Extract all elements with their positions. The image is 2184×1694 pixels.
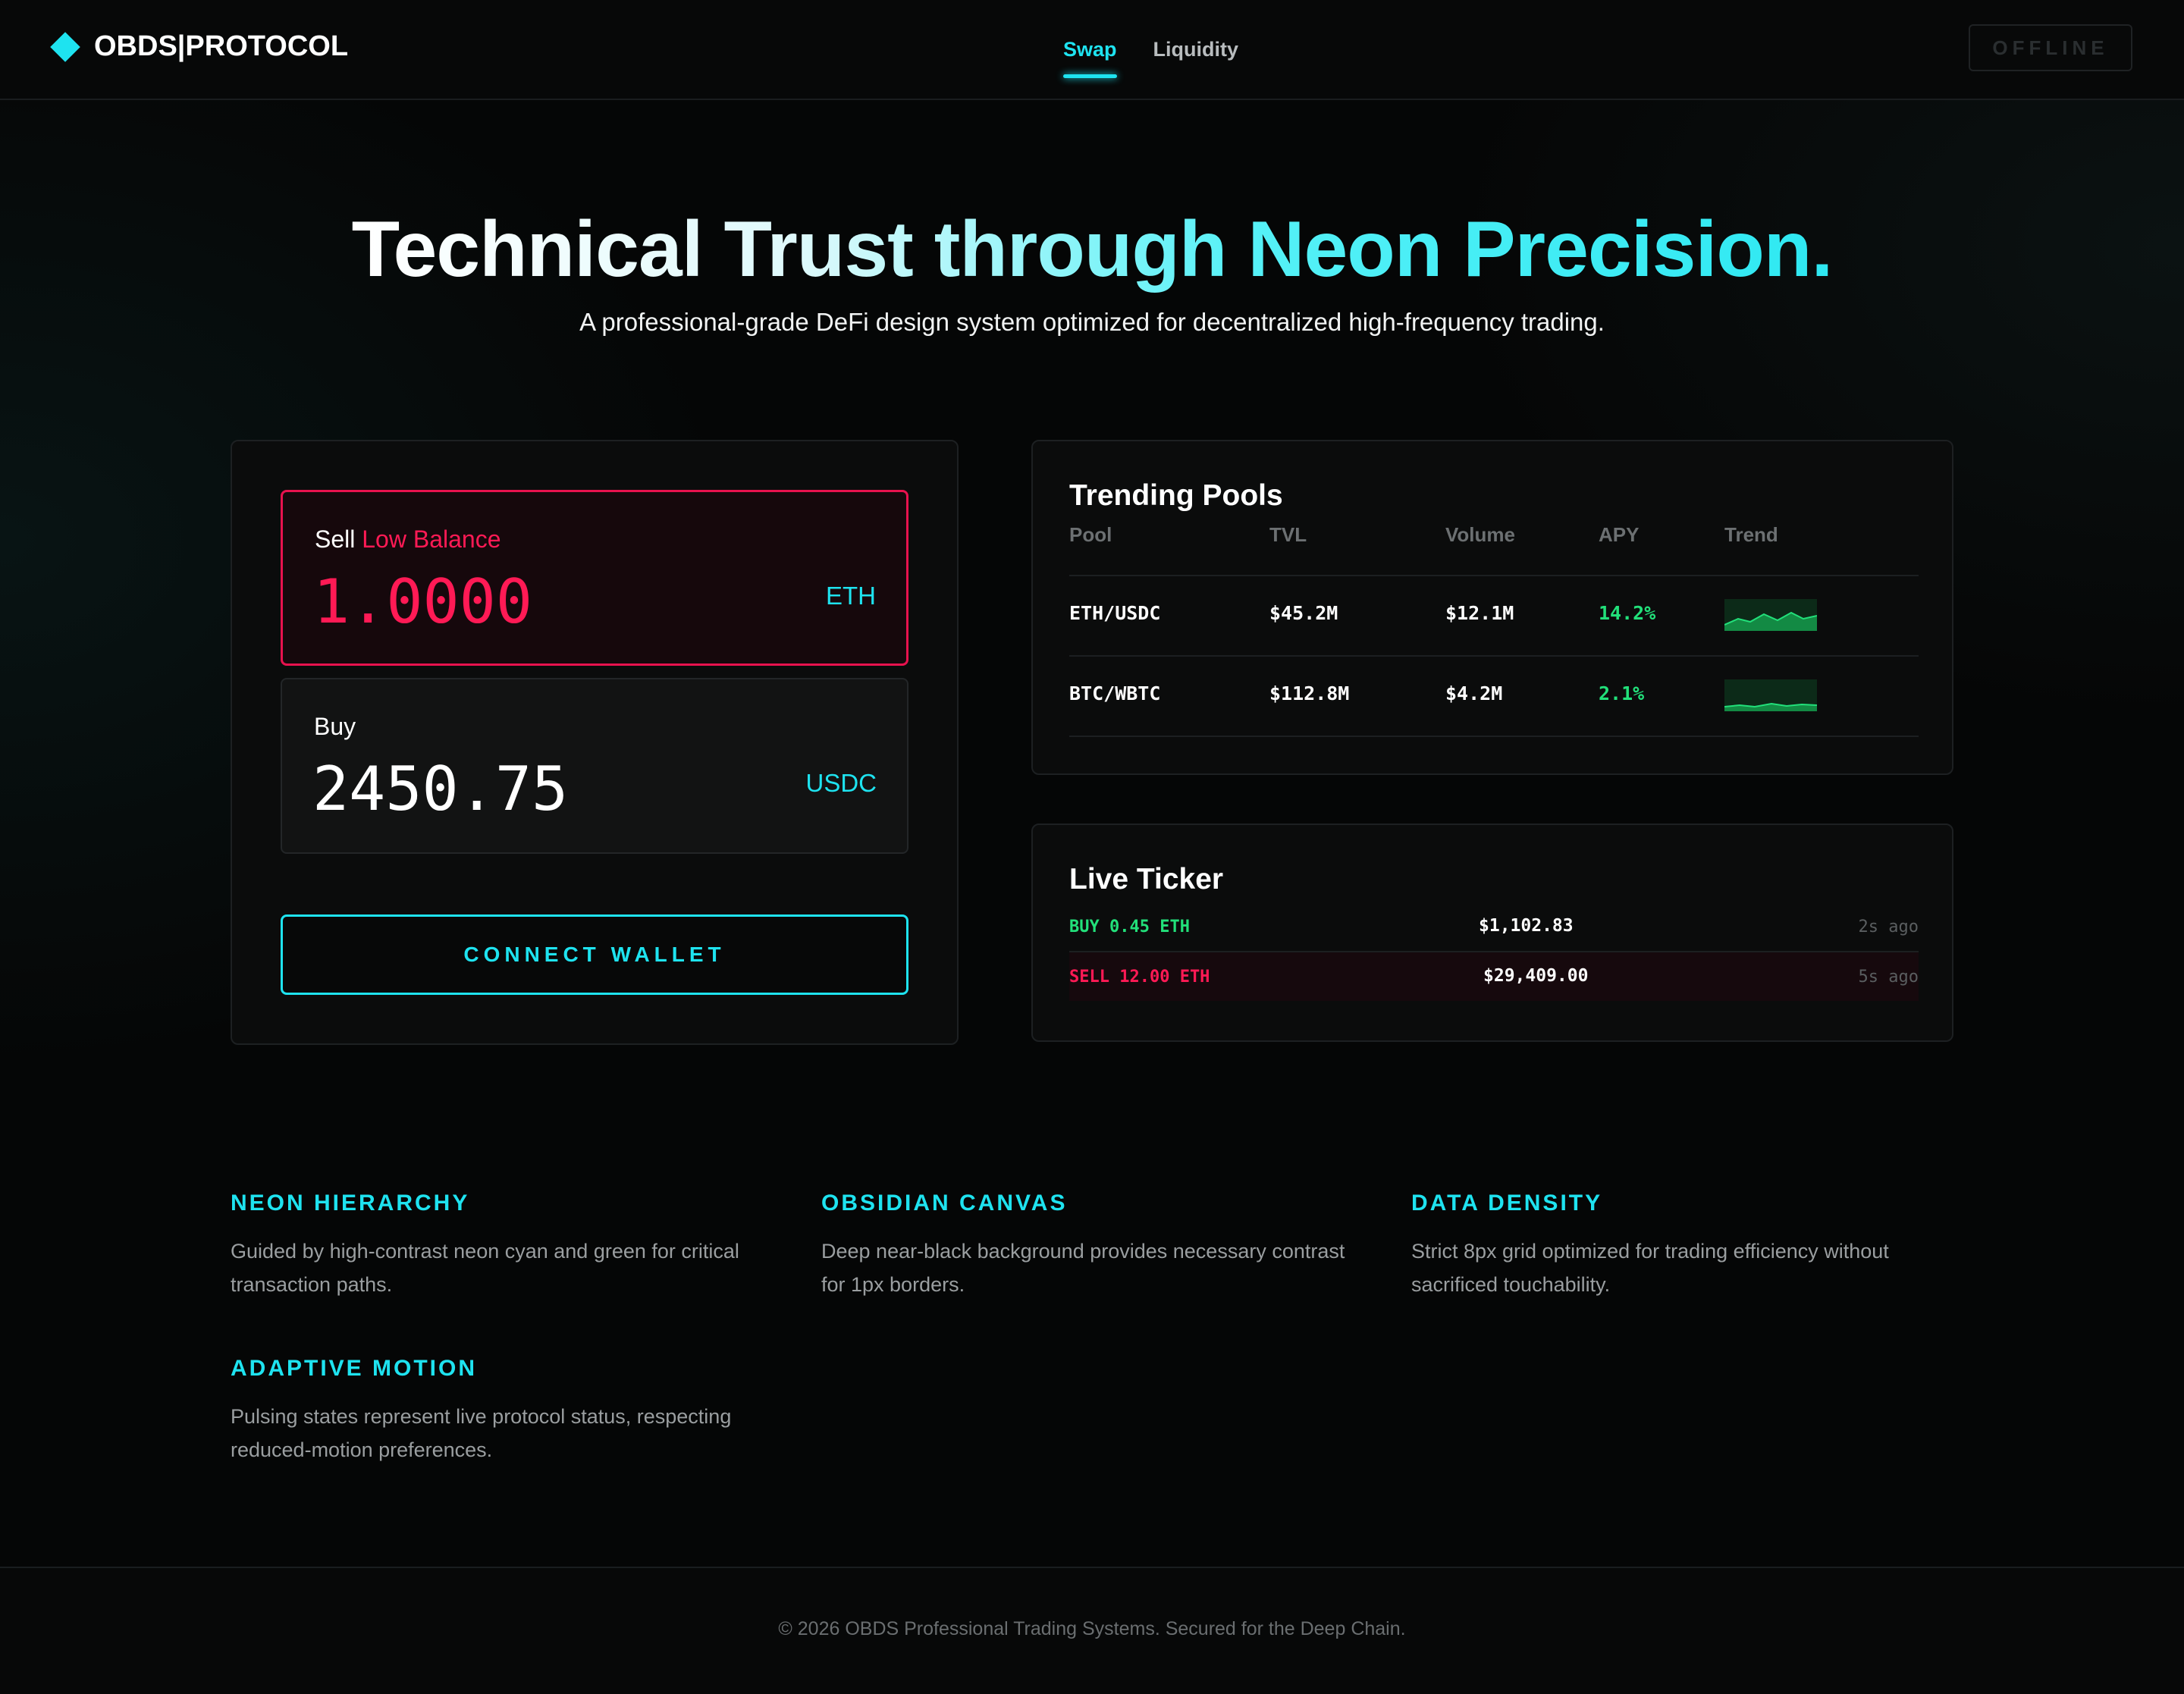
buy-token-selector[interactable]: USDC <box>805 769 877 797</box>
trending-pools-card: Trending Pools Pool TVL Volume APY Trend… <box>1031 440 1953 775</box>
logo[interactable]: OBDS|PROTOCOL <box>49 30 348 63</box>
feature-desc: Deep near-black background provides nece… <box>821 1240 1345 1296</box>
live-ticker-title: Live Ticker <box>1069 863 1224 896</box>
sell-label: Sell Low Balance <box>315 525 500 554</box>
swap-card: Sell Low Balance 1.0000 ETH Buy 2450.75 … <box>231 440 959 1045</box>
top-navbar: OBDS|PROTOCOL Swap Liquidity OFFLINE <box>0 0 2184 100</box>
pool-name: ETH/USDC <box>1069 602 1161 624</box>
ticker-side: BUY 0.45 ETH <box>1069 918 1190 936</box>
pool-volume: $12.1M <box>1445 602 1514 624</box>
status-button[interactable]: OFFLINE <box>1969 24 2132 71</box>
pool-tvl: $112.8M <box>1269 682 1350 704</box>
trend-sparkline <box>1724 599 1817 631</box>
feature-desc: Guided by high-contrast neon cyan and gr… <box>231 1240 739 1296</box>
pool-volume: $4.2M <box>1445 682 1503 704</box>
col-header-volume: Volume <box>1445 523 1515 546</box>
buy-amount-input[interactable]: 2450.75 <box>312 754 569 824</box>
col-header-trend: Trend <box>1724 523 1778 546</box>
buy-field[interactable]: Buy 2450.75 USDC <box>281 678 908 854</box>
pool-apy: 2.1% <box>1599 682 1645 704</box>
sell-field[interactable]: Sell Low Balance 1.0000 ETH <box>281 490 908 666</box>
ticker-item: BUY 0.45 ETH $1,102.83 2s ago <box>1069 902 1919 952</box>
hero-title-text: Technical Trust through Neon Precision. <box>351 205 1834 293</box>
ticker-item: SELL 12.00 ETH $29,409.00 5s ago <box>1069 952 1919 1001</box>
nav-tab-swap[interactable]: Swap <box>1063 38 1117 78</box>
live-ticker-card: Live Ticker BUY 0.45 ETH $1,102.83 2s ag… <box>1031 823 1953 1042</box>
ticker-time: 5s ago <box>1858 968 1919 987</box>
sell-label-text: Sell <box>315 525 356 553</box>
table-row[interactable]: ETH/USDC $45.2M $12.1M 14.2% <box>1069 575 1919 655</box>
diamond-icon <box>50 31 80 62</box>
feature-neon-hierarchy: NEON HIERARCHY Guided by high-contrast n… <box>231 1191 777 1301</box>
sell-amount-input[interactable]: 1.0000 <box>313 566 532 637</box>
connect-wallet-button[interactable]: CONNECT WALLET <box>281 914 908 995</box>
feature-title: NEON HIERARCHY <box>231 1191 470 1216</box>
ticker-time: 2s ago <box>1858 918 1919 936</box>
feature-title: ADAPTIVE MOTION <box>231 1356 478 1381</box>
low-balance-warning: Low Balance <box>362 525 501 553</box>
feature-obsidian-canvas: OBSIDIAN CANVAS Deep near-black backgrou… <box>821 1191 1367 1301</box>
ticker-price: $29,409.00 <box>1483 966 1589 986</box>
buy-label: Buy <box>314 713 356 740</box>
feature-data-density: DATA DENSITY Strict 8px grid optimized f… <box>1411 1191 1957 1301</box>
col-header-pool: Pool <box>1069 523 1112 546</box>
feature-title: OBSIDIAN CANVAS <box>821 1191 1068 1216</box>
col-header-apy: APY <box>1599 523 1640 546</box>
ticker-side: SELL 12.00 ETH <box>1069 968 1210 987</box>
feature-desc: Strict 8px grid optimized for trading ef… <box>1411 1240 1889 1296</box>
footer: © 2026 OBDS Professional Trading Systems… <box>0 1567 2184 1694</box>
pool-name: BTC/WBTC <box>1069 682 1161 704</box>
trend-sparkline <box>1724 679 1817 711</box>
footer-copyright: © 2026 OBDS Professional Trading Systems… <box>778 1618 1406 1639</box>
feature-title: DATA DENSITY <box>1411 1191 1603 1216</box>
pool-tvl: $45.2M <box>1269 602 1338 624</box>
feature-adaptive-motion: ADAPTIVE MOTION Pulsing states represent… <box>231 1356 777 1467</box>
nav-tab-liquidity[interactable]: Liquidity <box>1153 38 1239 61</box>
hero-title: Technical Trust through Neon Precision. <box>0 205 2184 295</box>
ticker-price: $1,102.83 <box>1479 916 1574 936</box>
col-header-tvl: TVL <box>1269 523 1307 546</box>
trending-pools-title: Trending Pools <box>1069 479 1283 512</box>
hero-subtitle: A professional-grade DeFi design system … <box>579 308 1605 336</box>
logo-text: OBDS|PROTOCOL <box>94 30 349 62</box>
pool-apy: 14.2% <box>1599 602 1656 624</box>
main-nav: Swap Liquidity <box>1063 38 1275 78</box>
table-row[interactable]: BTC/WBTC $112.8M $4.2M 2.1% <box>1069 655 1919 737</box>
feature-desc: Pulsing states represent live protocol s… <box>231 1405 732 1461</box>
sell-token-selector[interactable]: ETH <box>826 582 876 610</box>
